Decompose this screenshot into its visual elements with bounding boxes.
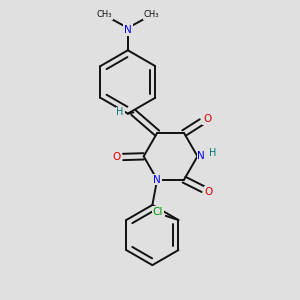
Text: O: O <box>112 152 120 162</box>
Text: CH₃: CH₃ <box>96 10 112 19</box>
Text: H: H <box>116 107 124 117</box>
Text: N: N <box>153 175 161 184</box>
Text: N: N <box>124 25 132 35</box>
Text: O: O <box>205 187 213 197</box>
Text: Cl: Cl <box>152 207 163 217</box>
Text: N: N <box>197 151 205 161</box>
Text: H: H <box>209 148 216 158</box>
Text: O: O <box>203 114 211 124</box>
Text: CH₃: CH₃ <box>144 10 159 19</box>
